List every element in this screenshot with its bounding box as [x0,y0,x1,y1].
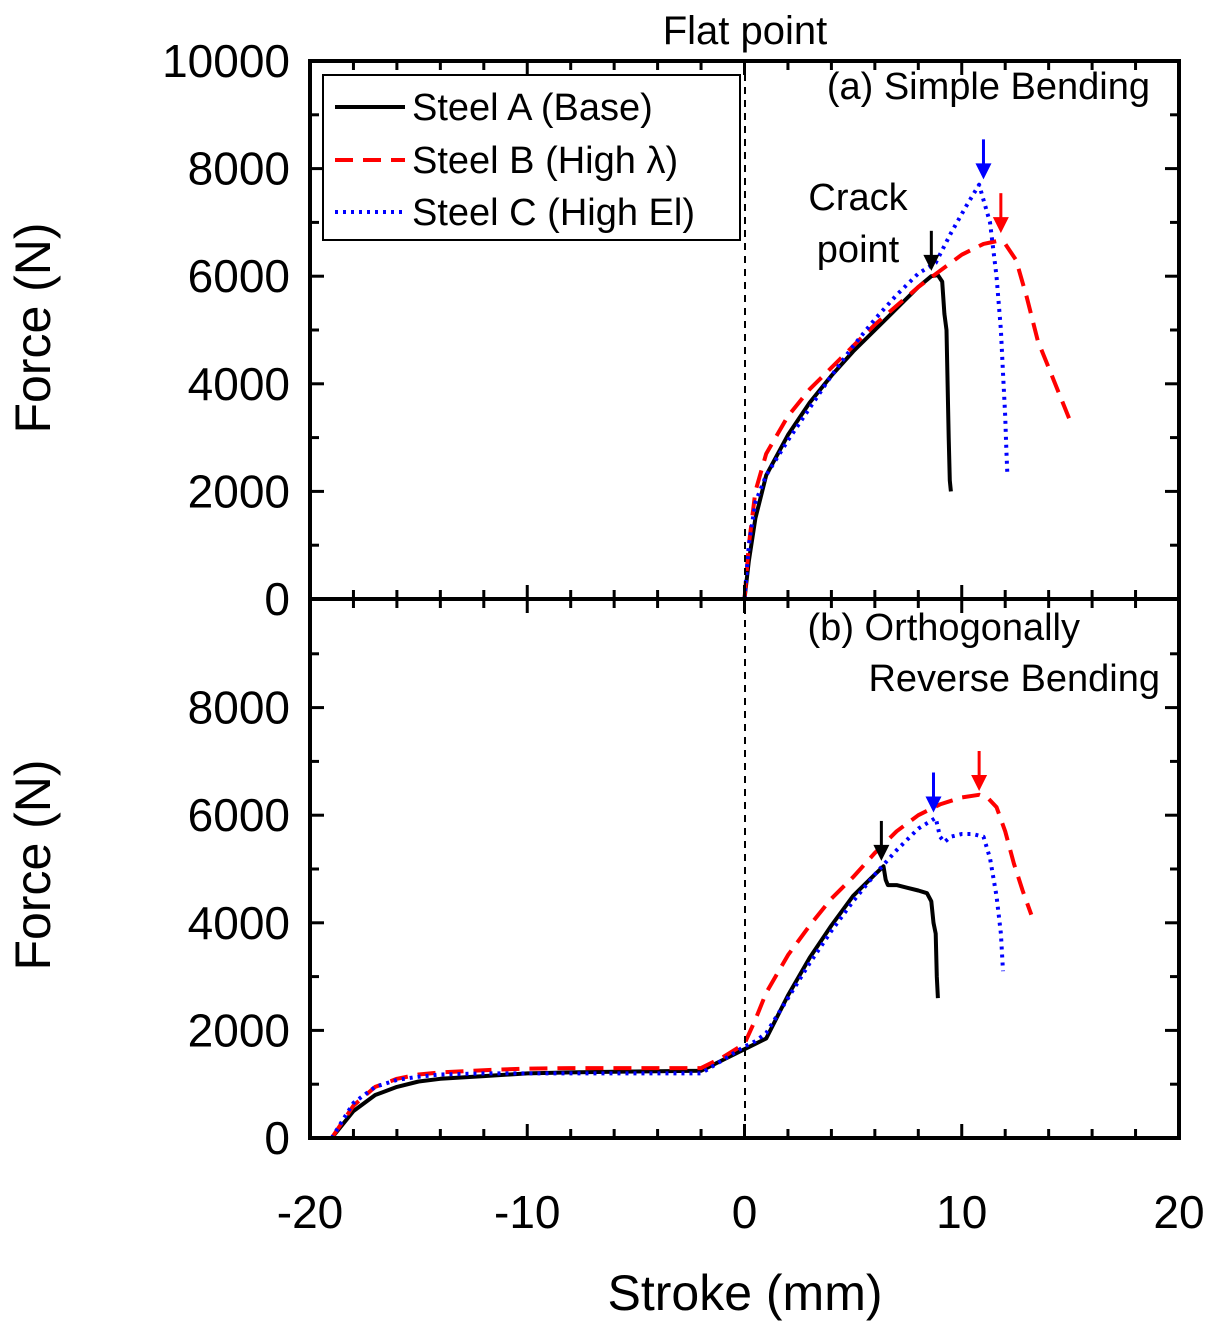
ticks-layer: 0 2000 4000 6000 8000 10000 0 2000 4000 6000 8000 -… [162,35,1205,1238]
y-tick-label-a-10000: 10000 [162,35,290,87]
y-axis-title-panel-a: Force (N) [5,222,61,433]
series-line-a-steel_a [742,273,953,600]
y-tick-label-b-6000: 6000 [188,789,290,841]
legend-label-steel-c: Steel C (High El) [412,192,695,234]
arrow-a-steel_c [975,139,992,180]
arrow-b-steel_b [971,750,988,791]
panel-b-title-line-2: Reverse Bending [868,658,1160,700]
x-tick-label--20: -20 [277,1186,343,1238]
arrow-a-steel_b [992,193,1009,234]
y-tick-label-a-8000: 8000 [188,143,290,195]
x-axis-title: Stroke (mm) [608,1265,883,1321]
y-tick-label-b-4000: 4000 [188,897,290,949]
y-tick-label-a-4000: 4000 [188,358,290,410]
x-tick-label-20: 20 [1153,1186,1204,1238]
y-tick-label-a-6000: 6000 [188,250,290,302]
crack-point-label-line-2: point [817,229,900,271]
panel-a-title: (a) Simple Bending [827,66,1150,108]
arrow-a-steel_a [923,230,940,271]
legend-label-steel-b: Steel B (High λ) [412,140,678,182]
y-axis-title-panel-b: Force (N) [5,759,61,970]
y-tick-label-a-0: 0 [264,573,290,625]
series-line-a-steel_c [742,182,1010,600]
x-tick-label--10: -10 [494,1186,560,1238]
series-line-b-steel_a [330,864,940,1140]
panel-b-title-line-1: (b) Orthogonally [808,607,1080,649]
y-tick-label-a-2000: 2000 [188,465,290,517]
y-tick-label-b-8000: 8000 [188,682,290,734]
series-line-b-steel_b [330,792,1034,1140]
arrow-b-steel_a [873,820,890,861]
y-tick-label-b-0: 0 [264,1112,290,1164]
series-line-b-steel_c [330,815,1005,1140]
flat-point-label: Flat point [663,9,828,53]
crack-point-label-line-1: Crack [808,177,908,219]
arrow-b-steel_c [925,772,942,813]
legend-label-steel-a: Steel A (Base) [412,87,653,129]
legend: Steel A (Base) Steel B (High λ) Steel C … [322,74,741,241]
x-tick-label-10: 10 [936,1186,987,1238]
series-line-a-steel_b [742,239,1073,600]
legend-box [322,74,741,241]
x-tick-label-0: 0 [732,1186,758,1238]
lines-layer [330,139,1073,1140]
y-tick-label-b-2000: 2000 [188,1004,290,1056]
